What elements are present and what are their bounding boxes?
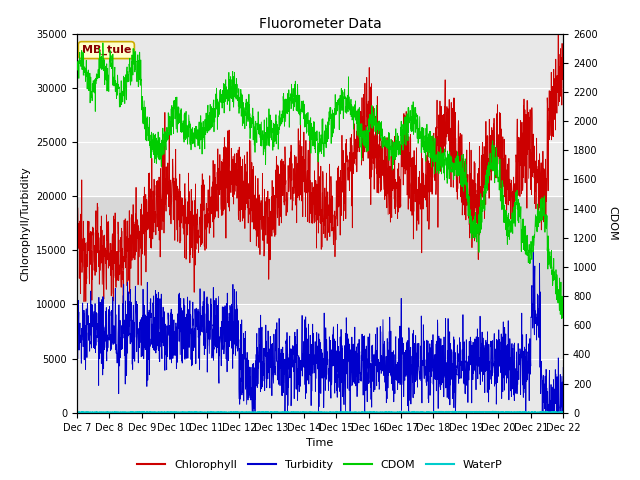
Bar <box>77 196 563 304</box>
X-axis label: Time: Time <box>307 438 333 448</box>
Text: MB_tule: MB_tule <box>82 45 131 55</box>
Y-axis label: CDOM: CDOM <box>607 206 617 240</box>
Y-axis label: Chlorophyll/Turbidity: Chlorophyll/Turbidity <box>20 166 31 281</box>
Title: Fluorometer Data: Fluorometer Data <box>259 17 381 31</box>
Legend: Chlorophyll, Turbidity, CDOM, WaterP: Chlorophyll, Turbidity, CDOM, WaterP <box>133 456 507 474</box>
Bar <box>77 88 563 196</box>
